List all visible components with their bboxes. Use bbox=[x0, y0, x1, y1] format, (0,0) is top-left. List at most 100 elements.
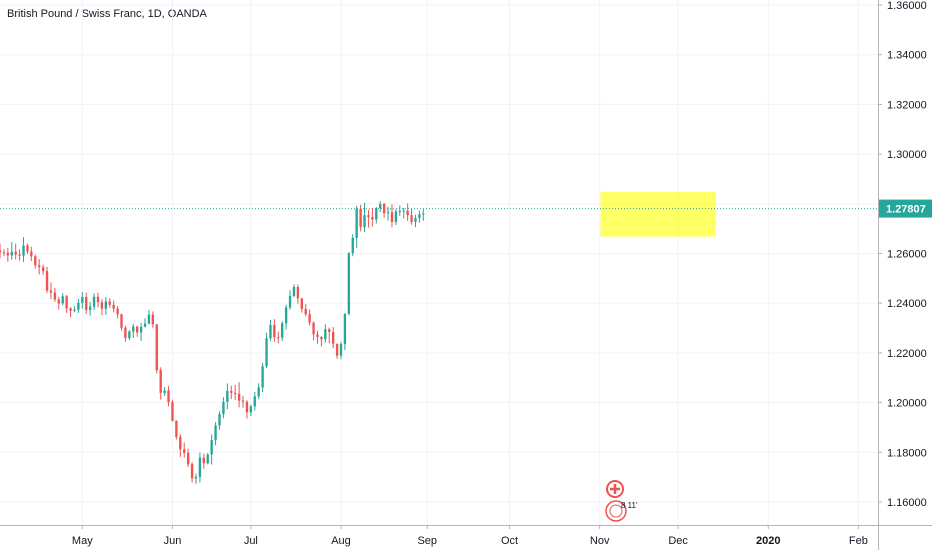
candle-body bbox=[151, 314, 155, 325]
candle-body bbox=[269, 325, 272, 339]
candle-body bbox=[422, 213, 425, 215]
candle-body bbox=[328, 329, 331, 333]
candle-body bbox=[226, 390, 229, 402]
candle-body bbox=[14, 251, 17, 255]
consolidation-highlight-box bbox=[600, 191, 716, 237]
candle-body bbox=[253, 396, 256, 407]
candle-body bbox=[73, 309, 76, 311]
candle-body bbox=[335, 343, 339, 356]
candle-body bbox=[45, 271, 49, 291]
price-axis[interactable]: 1.360001.340001.320001.300001.280001.260… bbox=[878, 0, 927, 550]
candle-body bbox=[284, 307, 288, 324]
candle-body bbox=[18, 254, 21, 256]
candle-body bbox=[257, 387, 260, 397]
candle-body bbox=[206, 454, 209, 464]
x-tick-label: 2020 bbox=[756, 535, 780, 547]
candle-body bbox=[222, 401, 225, 415]
candle-body bbox=[367, 215, 370, 217]
candles bbox=[0, 201, 425, 484]
x-tick-label: Oct bbox=[501, 535, 518, 547]
candle-body bbox=[292, 287, 296, 296]
candle-body bbox=[320, 336, 323, 340]
candle-body bbox=[273, 325, 276, 338]
y-tick-label: 1.32000 bbox=[887, 99, 927, 111]
y-tick-label: 1.30000 bbox=[887, 149, 927, 161]
current-price-label: 1.27807 bbox=[879, 199, 932, 218]
candle-body bbox=[155, 324, 158, 371]
x-tick-label: Jun bbox=[164, 535, 182, 547]
candle-body bbox=[85, 296, 88, 310]
candle-body bbox=[363, 215, 366, 228]
candle-body bbox=[281, 323, 284, 338]
candle-body bbox=[139, 326, 143, 333]
candle-body bbox=[6, 252, 10, 256]
candle-body bbox=[230, 390, 233, 393]
candle-body bbox=[61, 296, 64, 304]
candle-body bbox=[343, 313, 347, 345]
candle-body bbox=[202, 457, 205, 464]
candle-body bbox=[183, 449, 186, 453]
candle-body bbox=[143, 323, 147, 327]
candle-body bbox=[100, 302, 104, 309]
candle-body bbox=[261, 366, 264, 388]
x-tick-label: Sep bbox=[417, 535, 437, 547]
y-tick-label: 1.24000 bbox=[887, 298, 927, 310]
candle-body bbox=[241, 400, 245, 402]
candle-body bbox=[331, 332, 335, 344]
candle-body bbox=[34, 256, 37, 266]
candle-body bbox=[300, 298, 303, 309]
candle-body bbox=[136, 326, 139, 333]
candle-body bbox=[49, 290, 53, 293]
candle-body bbox=[132, 326, 135, 332]
candle-body bbox=[402, 210, 405, 212]
candle-body bbox=[324, 329, 327, 340]
candle-body bbox=[375, 208, 378, 220]
candle-body bbox=[418, 214, 421, 218]
candle-body bbox=[249, 406, 253, 413]
candle-body bbox=[355, 208, 358, 238]
candle-body bbox=[0, 250, 2, 253]
candle-body bbox=[359, 208, 362, 228]
candle-body bbox=[124, 327, 127, 338]
candle-body bbox=[10, 251, 13, 256]
candle-body bbox=[171, 402, 174, 421]
candle-body bbox=[175, 420, 178, 437]
candle-body bbox=[186, 452, 190, 465]
chart-title: British Pound / Swiss Franc, 1D, OANDA bbox=[7, 8, 207, 20]
candle-body bbox=[179, 436, 182, 450]
candle-body bbox=[386, 212, 390, 214]
time-axis[interactable]: May Jun Jul Aug Sep Oct Nov Dec 2020 Feb bbox=[0, 525, 932, 547]
candle-body bbox=[390, 212, 394, 222]
candle-body bbox=[22, 245, 25, 256]
uk-flag-inner-icon bbox=[609, 504, 623, 518]
candle-body bbox=[379, 204, 382, 209]
candle-body bbox=[120, 314, 123, 328]
candle-body bbox=[88, 306, 92, 310]
candle-body bbox=[198, 457, 202, 477]
y-tick-label: 1.34000 bbox=[887, 50, 927, 62]
x-tick-label: Nov bbox=[590, 535, 610, 547]
economic-event-markers[interactable]: 8 11' bbox=[605, 480, 638, 522]
candle-body bbox=[339, 344, 343, 356]
candle-body bbox=[26, 245, 29, 252]
candle-body bbox=[104, 301, 108, 309]
x-tick-label: Jul bbox=[244, 535, 258, 547]
candle-body bbox=[406, 210, 409, 216]
candle-body bbox=[81, 296, 84, 303]
y-tick-label: 1.16000 bbox=[887, 497, 927, 509]
candle-body bbox=[30, 251, 33, 257]
x-tick-label: Feb bbox=[849, 535, 868, 547]
candle-body bbox=[108, 301, 111, 305]
candle-body bbox=[351, 237, 354, 254]
candle-body bbox=[414, 217, 417, 222]
candle-body bbox=[92, 296, 96, 307]
uk-flag-event-icon[interactable] bbox=[605, 500, 627, 522]
swiss-cross-icon bbox=[610, 484, 620, 494]
candle-body bbox=[410, 215, 413, 222]
candle-body bbox=[96, 296, 100, 303]
candle-body bbox=[112, 304, 115, 309]
candle-body bbox=[128, 331, 131, 338]
current-price-label-bg bbox=[879, 199, 932, 218]
x-tick-label: May bbox=[72, 535, 93, 547]
